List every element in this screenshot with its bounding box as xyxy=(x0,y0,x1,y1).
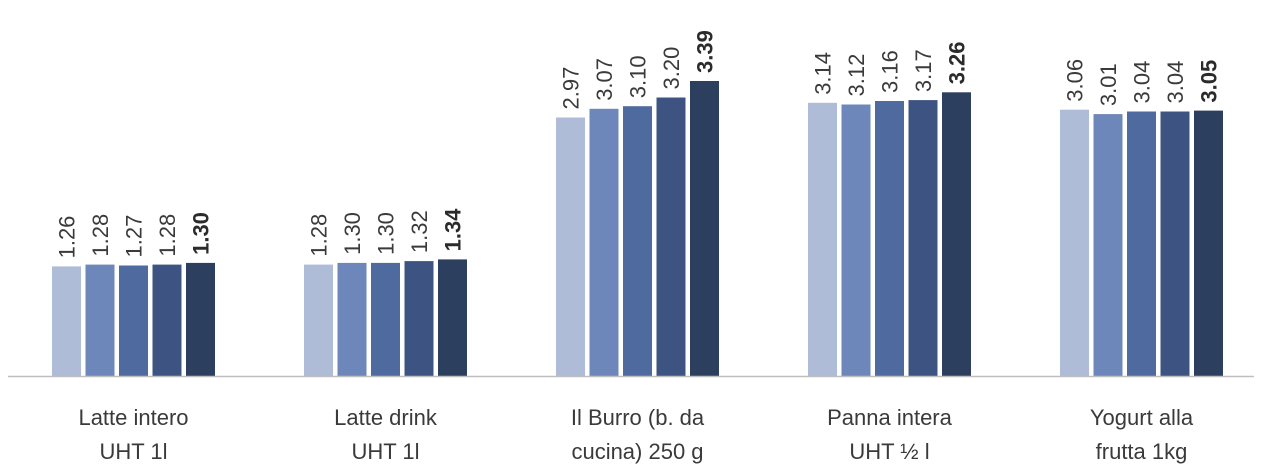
data-label: 3.05 xyxy=(1197,60,1222,103)
bar xyxy=(304,264,333,376)
bar xyxy=(404,261,434,376)
data-label: 1.28 xyxy=(307,214,332,257)
category-labels-layer: Latte intero UHT 1l Latte drink UHT 1l Il Bu… xyxy=(78,405,1193,464)
bar xyxy=(875,101,904,376)
data-label: 1.30 xyxy=(374,212,399,255)
bar xyxy=(808,102,837,377)
bar xyxy=(1160,111,1190,376)
bar xyxy=(1060,109,1089,376)
data-label: 1.28 xyxy=(155,214,180,257)
bar xyxy=(589,108,619,377)
bar xyxy=(186,262,215,376)
data-label: 3.17 xyxy=(911,49,936,92)
bar xyxy=(1194,110,1223,376)
data-label: 3.06 xyxy=(1063,59,1088,102)
category-label: frutta 1kg xyxy=(1096,439,1188,464)
data-label: 3.16 xyxy=(878,50,903,93)
data-label: 2.97 xyxy=(559,67,584,110)
data-label: 1.28 xyxy=(88,214,113,257)
category-label: UHT 1l xyxy=(351,439,419,464)
data-label: 3.01 xyxy=(1096,63,1121,106)
bar xyxy=(1127,111,1156,376)
data-label: 1.32 xyxy=(407,210,432,253)
data-label: 3.10 xyxy=(626,55,651,98)
category-label: UHT ½ l xyxy=(849,439,929,464)
bar xyxy=(152,264,182,376)
category-label: Yogurt alla xyxy=(1090,405,1194,430)
data-label: 3.39 xyxy=(693,30,718,73)
category-label: Panna intera xyxy=(827,405,953,430)
category-label: Il Burro (b. da xyxy=(571,405,705,430)
data-label: 3.04 xyxy=(1163,61,1188,104)
bar xyxy=(52,266,81,376)
data-label: 1.27 xyxy=(122,215,147,258)
data-label: 1.30 xyxy=(189,212,214,255)
bar xyxy=(623,106,652,376)
category-label: cucina) 250 g xyxy=(571,439,703,464)
bar xyxy=(908,100,938,376)
data-label: 3.14 xyxy=(811,52,836,95)
bars-layer xyxy=(52,81,1223,377)
data-label: 3.26 xyxy=(945,41,970,84)
data-label: 1.34 xyxy=(441,208,466,252)
bar xyxy=(119,265,148,376)
bar xyxy=(556,117,585,376)
bar xyxy=(942,92,971,377)
data-label: 1.30 xyxy=(340,212,365,255)
bar xyxy=(656,97,686,376)
data-label: 3.04 xyxy=(1130,61,1155,104)
category-label: Latte drink xyxy=(334,405,438,430)
data-label: 3.20 xyxy=(659,47,684,90)
data-label: 1.26 xyxy=(55,216,80,259)
data-label: 3.07 xyxy=(592,58,617,101)
bar xyxy=(1093,114,1123,376)
data-label: 3.12 xyxy=(844,54,869,97)
bar xyxy=(337,262,367,376)
bar xyxy=(85,264,115,376)
bar xyxy=(841,104,871,376)
category-label: UHT 1l xyxy=(99,439,167,464)
bar xyxy=(438,259,467,376)
bar xyxy=(690,81,719,376)
category-label: Latte intero xyxy=(78,405,188,430)
bar xyxy=(371,262,400,376)
value-labels-layer: 1.26 1.28 1.27 1.28 1.30 1.28 1.30 1.30 1.32 1.34… xyxy=(55,30,1222,258)
